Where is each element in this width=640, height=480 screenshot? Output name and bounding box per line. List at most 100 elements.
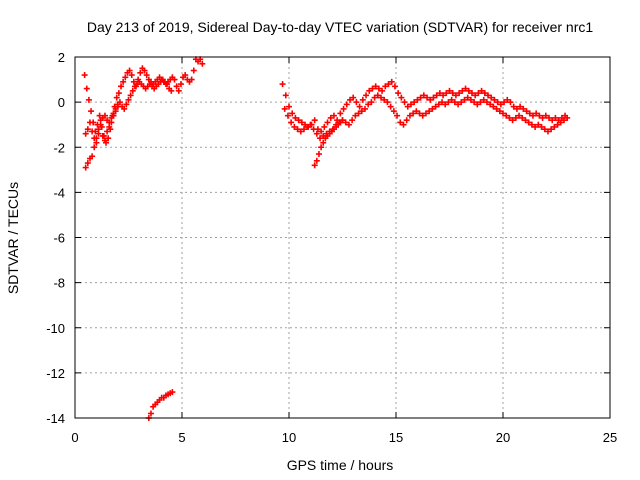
data-point-marker bbox=[104, 128, 111, 135]
data-point-marker bbox=[440, 92, 447, 99]
data-point-marker bbox=[379, 87, 386, 94]
data-point-marker bbox=[474, 101, 481, 108]
data-point-marker bbox=[171, 76, 178, 83]
data-point-marker bbox=[311, 117, 318, 124]
data-point-marker bbox=[84, 160, 91, 167]
data-point-marker bbox=[106, 119, 113, 126]
data-point-marker bbox=[452, 92, 459, 99]
data-point-marker bbox=[433, 92, 440, 99]
data-point-marker bbox=[539, 114, 546, 121]
data-point-marker bbox=[164, 81, 171, 88]
data-point-marker bbox=[340, 105, 347, 112]
data-point-marker bbox=[435, 101, 442, 108]
y-tick-label: -14 bbox=[46, 411, 65, 426]
data-point-marker bbox=[99, 132, 106, 139]
data-point-marker bbox=[122, 74, 129, 81]
data-point-marker bbox=[128, 72, 135, 79]
data-point-marker bbox=[449, 90, 456, 97]
data-point-marker bbox=[564, 114, 571, 121]
data-point-marker bbox=[526, 110, 533, 117]
data-point-marker bbox=[406, 112, 413, 119]
data-point-marker bbox=[129, 87, 136, 94]
data-point-marker bbox=[125, 96, 132, 103]
data-point-marker bbox=[430, 94, 437, 101]
data-point-marker bbox=[384, 99, 391, 106]
data-point-marker bbox=[350, 94, 357, 101]
data-point-marker bbox=[120, 78, 127, 85]
data-point-marker bbox=[519, 114, 526, 121]
data-point-marker bbox=[485, 92, 492, 99]
data-point-marker bbox=[85, 96, 92, 103]
data-point-marker bbox=[307, 121, 314, 128]
x-tick-label: 0 bbox=[71, 430, 78, 445]
data-point-marker bbox=[127, 92, 134, 99]
data-point-marker bbox=[86, 119, 93, 126]
data-point-marker bbox=[388, 78, 395, 85]
data-point-marker bbox=[417, 94, 424, 101]
data-point-marker bbox=[311, 162, 318, 169]
data-point-marker bbox=[510, 103, 517, 110]
data-point-marker bbox=[327, 114, 334, 121]
data-point-marker bbox=[330, 112, 337, 119]
data-point-marker bbox=[468, 90, 475, 97]
data-point-marker bbox=[400, 121, 407, 128]
data-point-marker bbox=[82, 130, 89, 137]
data-point-marker bbox=[546, 114, 553, 121]
data-point-marker bbox=[542, 112, 549, 119]
data-point-marker bbox=[536, 112, 543, 119]
data-point-marker bbox=[465, 87, 472, 94]
data-point-marker bbox=[529, 112, 536, 119]
data-point-marker bbox=[101, 137, 108, 144]
y-tick-label: -8 bbox=[53, 276, 65, 291]
data-point-marker bbox=[168, 87, 175, 94]
data-point-marker bbox=[427, 96, 434, 103]
y-tick-label: -4 bbox=[53, 185, 65, 200]
data-point-marker bbox=[108, 114, 115, 121]
data-point-marker bbox=[504, 96, 511, 103]
data-point-marker bbox=[356, 103, 363, 110]
data-point-marker bbox=[112, 105, 119, 112]
data-point-marker bbox=[313, 130, 320, 137]
chart-title: Day 213 of 2019, Sidereal Day-to-day VTE… bbox=[87, 19, 593, 35]
data-point-marker bbox=[397, 119, 404, 126]
data-point-marker bbox=[378, 94, 385, 101]
y-tick-label: -2 bbox=[53, 140, 65, 155]
data-point-marker bbox=[286, 103, 292, 110]
data-point-marker bbox=[429, 105, 436, 112]
data-point-marker bbox=[483, 99, 490, 106]
data-point-marker bbox=[443, 90, 450, 97]
data-point-marker bbox=[368, 99, 375, 106]
data-point-marker bbox=[538, 123, 545, 130]
data-point-marker bbox=[467, 96, 474, 103]
data-point-marker bbox=[422, 110, 429, 117]
data-point-marker bbox=[320, 139, 327, 146]
data-point-marker bbox=[497, 101, 504, 108]
data-point-marker bbox=[169, 389, 176, 396]
data-point-marker bbox=[560, 117, 567, 124]
data-point-marker bbox=[403, 117, 410, 124]
x-tick-label: 20 bbox=[496, 430, 510, 445]
data-point-marker bbox=[81, 72, 88, 79]
y-tick-label: -6 bbox=[53, 231, 65, 246]
data-point-marker bbox=[352, 112, 359, 119]
data-point-marker bbox=[500, 110, 506, 117]
data-point-marker bbox=[177, 81, 184, 88]
data-point-marker bbox=[369, 85, 376, 92]
data-point-marker bbox=[105, 135, 112, 142]
data-point-marker bbox=[310, 126, 317, 133]
data-point-marker bbox=[522, 117, 529, 124]
data-point-marker bbox=[513, 105, 520, 112]
data-point-marker bbox=[532, 123, 539, 130]
data-point-marker bbox=[494, 99, 501, 106]
data-point-marker bbox=[359, 96, 366, 103]
x-tick-label: 25 bbox=[603, 430, 617, 445]
data-point-marker bbox=[361, 105, 368, 112]
data-point-marker bbox=[372, 83, 379, 90]
data-point-marker bbox=[535, 121, 542, 128]
data-point-marker bbox=[446, 87, 453, 94]
data-point-marker bbox=[317, 135, 324, 142]
data-point-marker bbox=[442, 101, 449, 108]
y-axis-label: SDTVAR / TECUs bbox=[5, 182, 21, 294]
data-point-marker bbox=[115, 90, 122, 97]
